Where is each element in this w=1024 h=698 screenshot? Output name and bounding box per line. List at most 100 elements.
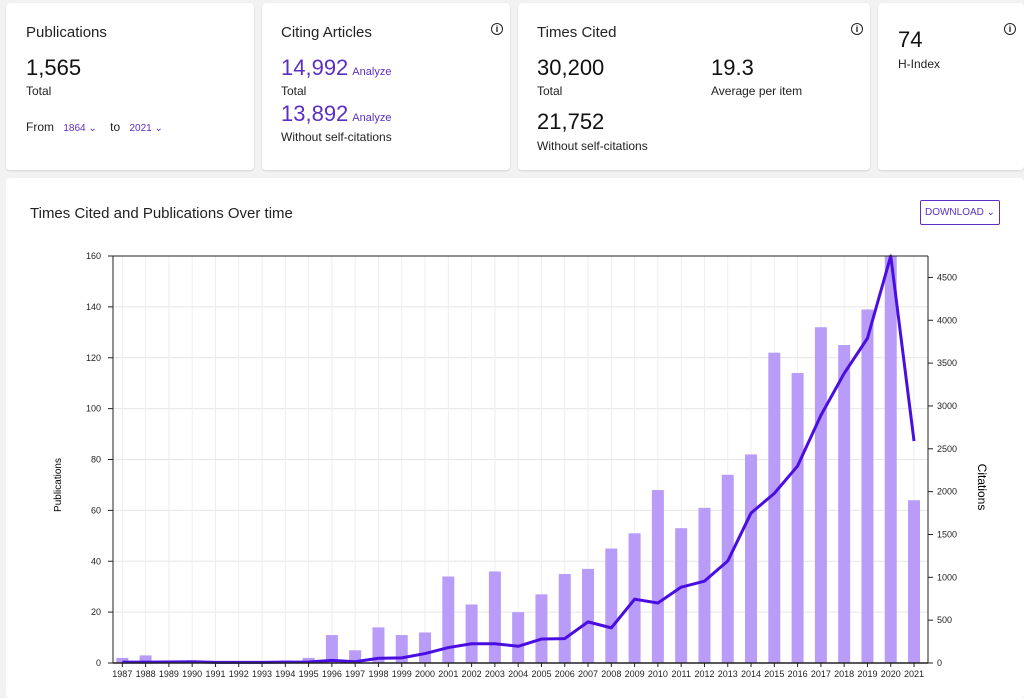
h-index-card: i 74 H-Index [878, 3, 1024, 170]
h-index-label: H-Index [898, 57, 941, 71]
x-tick-label: 2009 [625, 669, 645, 679]
x-tick-label: 1987 [112, 669, 132, 679]
x-tick-label: 2004 [508, 669, 528, 679]
publication-bar [465, 604, 478, 663]
x-tick-label: 2017 [811, 669, 831, 679]
x-tick-label: 2018 [834, 669, 854, 679]
x-tick-label: 2021 [904, 669, 924, 679]
y2-tick-label: 3000 [937, 401, 957, 411]
from-label: From [26, 120, 54, 134]
y-tick-label: 140 [86, 302, 101, 312]
times-cited-total: 30,200 [537, 55, 605, 80]
publication-bar [139, 655, 152, 663]
publication-bar [745, 454, 758, 663]
x-tick-label: 2002 [462, 669, 482, 679]
y-tick-label: 60 [91, 505, 101, 515]
x-tick-label: 2020 [881, 669, 901, 679]
x-tick-label: 1992 [229, 669, 249, 679]
y2-tick-label: 4000 [937, 315, 957, 325]
x-tick-label: 2008 [601, 669, 621, 679]
x-tick-label: 2013 [718, 669, 738, 679]
y-axis-label: Publications [53, 458, 64, 512]
x-tick-label: 2003 [485, 669, 505, 679]
publication-bar [558, 573, 571, 663]
analyze-without-link[interactable]: Analyze [352, 112, 392, 124]
x-tick-label: 2016 [788, 669, 808, 679]
times-cited-total-label: Total [537, 84, 563, 98]
publication-bar [721, 474, 734, 663]
to-year-dropdown[interactable]: 2021 ⌄ [129, 123, 163, 134]
citing-total: 14,992 [281, 55, 349, 80]
publication-bar [908, 500, 921, 663]
download-button[interactable]: DOWNLOAD ⌄ [920, 200, 1000, 225]
publication-bar [582, 568, 595, 663]
x-tick-label: 1995 [299, 669, 319, 679]
y2-tick-label: 0 [937, 658, 942, 668]
analyze-total-link[interactable]: Analyze [352, 66, 392, 78]
publications-card: Publications 1,565 Total From 1864 ⌄ to … [6, 3, 254, 170]
y2-tick-label: 2000 [937, 487, 957, 497]
chart-title: Times Cited and Publications Over time [30, 205, 293, 222]
y-tick-label: 80 [91, 455, 101, 465]
x-tick-label: 1994 [275, 669, 295, 679]
x-tick-label: 2010 [648, 669, 668, 679]
y2-tick-label: 4500 [937, 272, 957, 282]
citing-title: Citing Articles [281, 24, 372, 41]
publication-bar [884, 256, 897, 663]
y-tick-label: 20 [91, 607, 101, 617]
citing-without-label: Without self-citations [281, 130, 392, 144]
y-tick-label: 160 [86, 251, 101, 261]
publication-bar [302, 657, 315, 663]
times-cited-title: Times Cited [537, 24, 617, 41]
from-year-dropdown[interactable]: 1864 ⌄ [63, 123, 97, 134]
publications-title: Publications [26, 24, 107, 41]
times-cited-without: 21,752 [537, 109, 605, 134]
publication-bar [675, 528, 688, 663]
publication-bar [488, 571, 501, 663]
publication-bar [861, 309, 874, 663]
publication-bar [768, 352, 781, 663]
x-tick-label: 1988 [136, 669, 156, 679]
to-label: to [110, 120, 121, 134]
citing-without: 13,892 [281, 101, 349, 126]
times-cited-without-label: Without self-citations [537, 139, 648, 153]
x-tick-label: 2006 [555, 669, 575, 679]
citing-articles-card: Citing Articles i 14,992 Analyze Total 13… [262, 3, 510, 170]
y2-axis-label: Citations [975, 464, 989, 511]
y-tick-label: 40 [91, 556, 101, 566]
x-tick-label: 1993 [252, 669, 272, 679]
publication-bar [535, 594, 548, 663]
x-tick-label: 2007 [578, 669, 598, 679]
x-tick-label: 1990 [182, 669, 202, 679]
x-tick-label: 1991 [205, 669, 225, 679]
average-label: Average per item [711, 84, 803, 98]
average-per-item: 19.3 [711, 55, 754, 80]
y-tick-label: 120 [86, 353, 101, 363]
y2-tick-label: 3500 [937, 358, 957, 368]
y2-tick-label: 1500 [937, 529, 957, 539]
publication-bar [791, 373, 804, 663]
info-icon[interactable]: i [851, 23, 863, 35]
publications-total: 1,565 [26, 55, 82, 80]
info-icon[interactable]: i [1004, 23, 1016, 35]
x-tick-label: 1998 [368, 669, 388, 679]
x-tick-label: 2019 [857, 669, 877, 679]
info-icon[interactable]: i [491, 23, 503, 35]
publication-bar [116, 657, 129, 663]
x-tick-label: 2000 [415, 669, 435, 679]
publication-bar [814, 327, 827, 663]
chart-panel: Times Cited and Publications Over time D… [6, 178, 1024, 698]
x-tick-label: 1996 [322, 669, 342, 679]
x-tick-label: 2001 [438, 669, 458, 679]
publication-bar [512, 612, 525, 663]
x-tick-label: 2015 [764, 669, 784, 679]
h-index-value: 74 [898, 27, 923, 52]
publication-bar [605, 548, 618, 663]
y2-tick-label: 2500 [937, 444, 957, 454]
y-tick-label: 0 [96, 658, 101, 668]
x-tick-label: 1999 [392, 669, 412, 679]
x-tick-label: 2012 [694, 669, 714, 679]
citing-total-label: Total [281, 84, 307, 98]
y2-tick-label: 500 [937, 615, 952, 625]
